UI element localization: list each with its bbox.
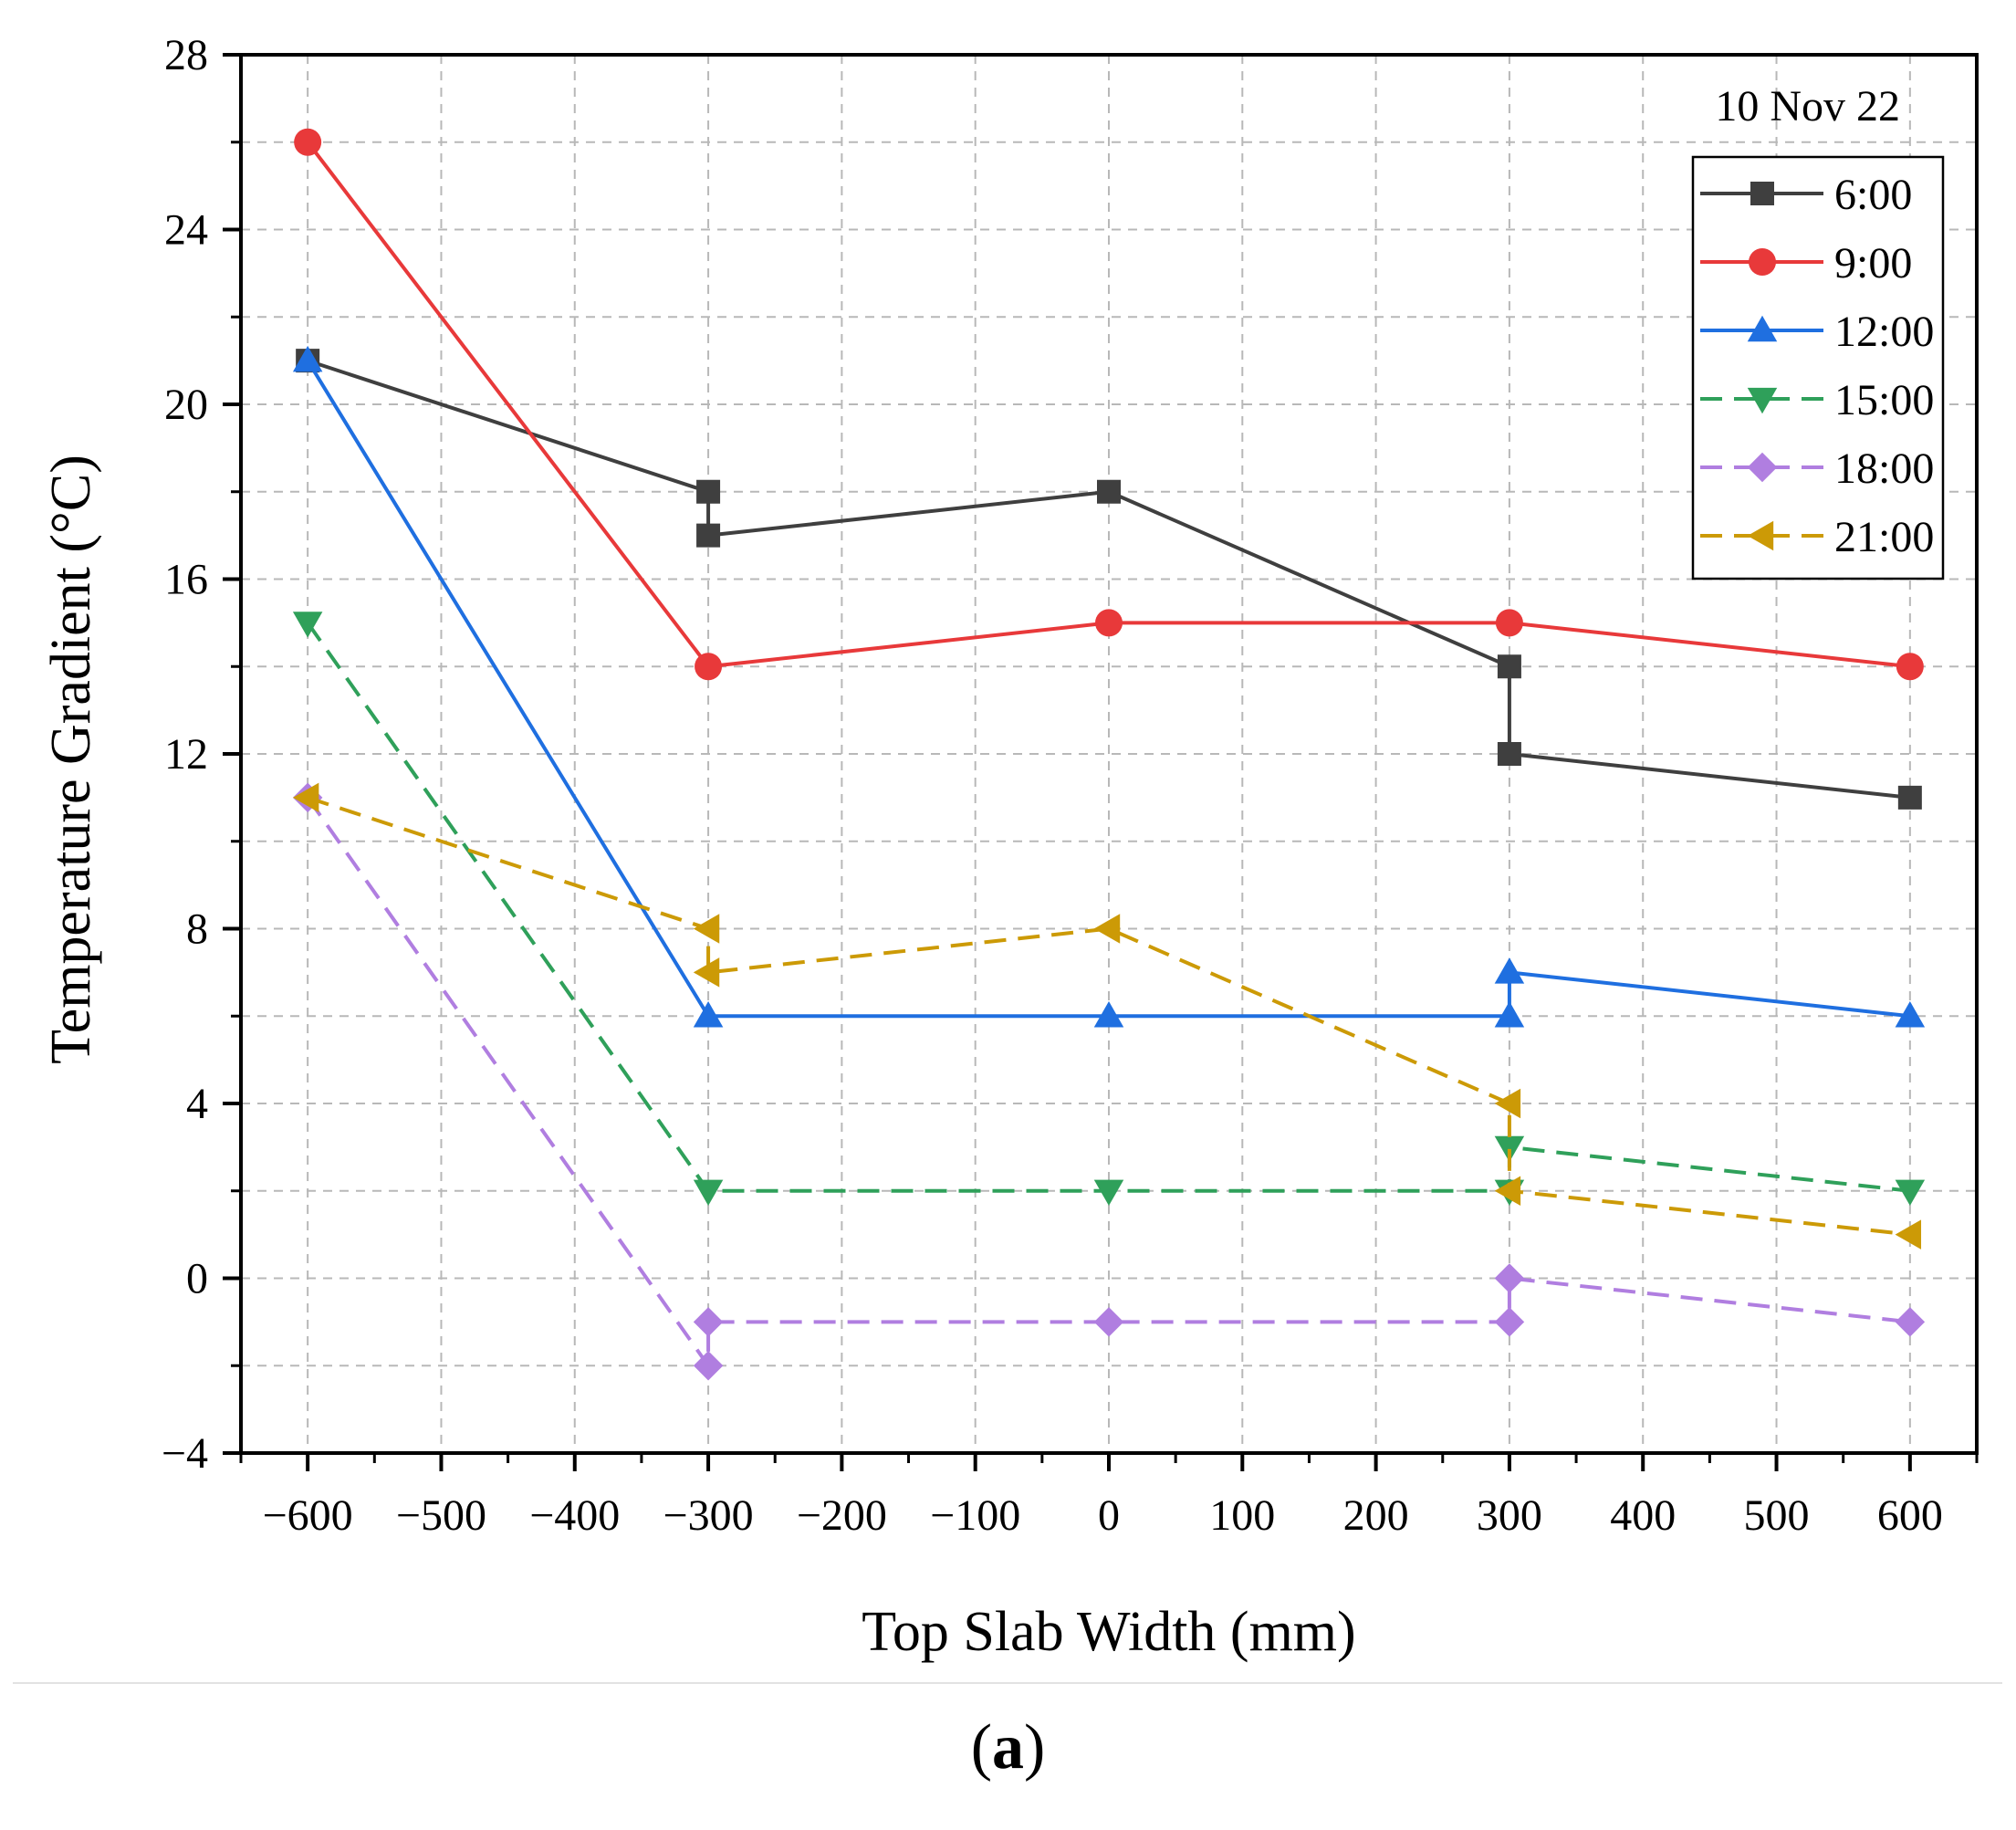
divider [13, 1682, 2002, 1684]
legend-item: 12:00 [1700, 308, 1934, 356]
data-point [1097, 479, 1121, 504]
data-point [693, 914, 720, 944]
y-tick-label: 16 [164, 556, 208, 604]
legend-item: 15:00 [1700, 376, 1934, 424]
data-point [696, 479, 721, 504]
legend-box [1691, 155, 1945, 580]
data-point [1093, 1307, 1124, 1337]
data-point [693, 1001, 724, 1028]
data-point [1093, 914, 1121, 944]
legend-item: 9:00 [1700, 239, 1912, 288]
y-axis-label: Temperature Gradient (°C) [40, 455, 102, 1064]
legend-marker [1749, 248, 1776, 276]
data-point [693, 1179, 724, 1206]
data-point [292, 612, 323, 638]
data-point [1497, 654, 1521, 679]
x-tick-label: −100 [930, 1491, 1020, 1540]
x-tick-label: −400 [529, 1491, 620, 1540]
legend-label: 21:00 [1834, 513, 1934, 561]
data-point [1895, 1219, 1922, 1250]
legend-marker [1747, 520, 1774, 551]
data-point [1897, 785, 1922, 810]
caption-label: a [992, 1712, 1024, 1783]
legend-item: 6:00 [1700, 171, 1912, 219]
legend-label: 6:00 [1834, 171, 1912, 219]
legend-label: 15:00 [1834, 376, 1934, 424]
data-point [292, 782, 319, 813]
x-tick-label: 600 [1877, 1491, 1943, 1540]
data-point [695, 653, 723, 681]
data-point [1895, 1001, 1926, 1028]
data-point [1494, 1176, 1521, 1206]
data-point [1494, 1263, 1525, 1293]
data-point [1895, 1179, 1926, 1206]
x-tick-label: 200 [1343, 1491, 1409, 1540]
series-2100 [292, 782, 1922, 1250]
data-point [1095, 609, 1123, 637]
caption-open-paren: ( [970, 1712, 992, 1783]
y-tick-label: 20 [164, 381, 208, 429]
y-tick-label: 28 [164, 31, 208, 79]
data-point [696, 523, 721, 548]
data-point [1896, 653, 1924, 681]
legend-label: 12:00 [1834, 308, 1934, 356]
series-900 [294, 128, 1924, 681]
data-point [1495, 609, 1523, 637]
data-point [693, 957, 720, 988]
x-tick-label: −300 [663, 1491, 754, 1540]
y-tick-label: 24 [164, 206, 208, 255]
legend-marker [1747, 315, 1778, 342]
data-point [1494, 957, 1525, 984]
data-point [1093, 1179, 1124, 1206]
x-tick-label: 100 [1209, 1491, 1275, 1540]
data-point [1494, 1307, 1525, 1337]
x-axis-label: Top Slab Width (mm) [862, 1601, 1355, 1663]
data-point [1093, 1001, 1124, 1028]
data-point [294, 128, 322, 156]
data-point [693, 1351, 724, 1381]
x-tick-label: 400 [1610, 1491, 1676, 1540]
y-tick-label: 0 [186, 1255, 208, 1303]
y-tick-label: 8 [186, 905, 208, 954]
legend-marker [1747, 452, 1778, 483]
x-tick-label: −200 [797, 1491, 887, 1540]
data-point [1497, 742, 1521, 766]
x-tick-label: −600 [263, 1491, 353, 1540]
data-point [1494, 1088, 1521, 1119]
data-point [1494, 1001, 1525, 1028]
x-tick-label: −500 [396, 1491, 486, 1540]
y-tick-label: 12 [164, 730, 208, 779]
series-line [306, 622, 1911, 1193]
caption-close-paren: ) [1024, 1712, 1046, 1783]
legend-item: 21:00 [1700, 513, 1934, 561]
y-tick-label: −4 [162, 1429, 208, 1478]
x-tick-label: 300 [1477, 1491, 1542, 1540]
x-tick-label: 0 [1098, 1491, 1120, 1540]
figure-caption: (a) [0, 1711, 2016, 1784]
axes: −600 −500 −400 −300 −200 −100 0 100 200 300 400 500… [162, 31, 1979, 1540]
legend-item: 18:00 [1700, 444, 1934, 493]
legend-marker [1747, 387, 1778, 414]
data-point [292, 345, 323, 372]
date-annotation: 10 Nov 22 [1715, 82, 1900, 131]
legend-label: 18:00 [1834, 444, 1934, 493]
x-tick-label: 500 [1744, 1491, 1810, 1540]
y-tick-label: 4 [186, 1080, 208, 1128]
data-point [1895, 1307, 1926, 1337]
data-point [693, 1307, 724, 1337]
legend: 6:00 9:00 12:00 15:00 18:00 21:00 [1691, 155, 1945, 580]
legend-marker [1750, 182, 1774, 205]
grid [241, 55, 1977, 1453]
plot-series [292, 128, 1926, 1381]
legend-label: 9:00 [1834, 239, 1912, 288]
